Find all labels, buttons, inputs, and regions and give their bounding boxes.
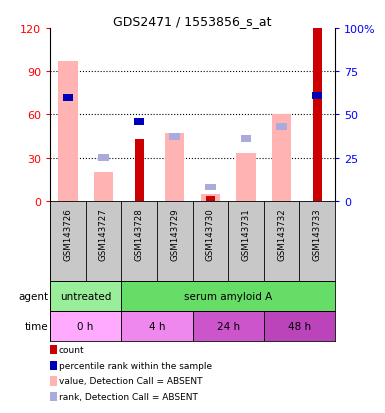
Text: time: time <box>25 322 48 332</box>
Text: 0 h: 0 h <box>77 322 94 332</box>
Text: GSM143732: GSM143732 <box>277 208 286 260</box>
Bar <box>94 173 113 201</box>
Text: serum amyloid A: serum amyloid A <box>184 292 272 301</box>
Text: GSM143726: GSM143726 <box>64 208 72 260</box>
Bar <box>121 312 192 342</box>
Bar <box>134 119 144 126</box>
Bar <box>135 140 144 201</box>
Bar <box>236 154 256 201</box>
Text: GSM143733: GSM143733 <box>313 208 321 260</box>
Text: GSM143727: GSM143727 <box>99 208 108 260</box>
Title: GDS2471 / 1553856_s_at: GDS2471 / 1553856_s_at <box>113 15 272 28</box>
Text: percentile rank within the sample: percentile rank within the sample <box>59 361 212 370</box>
Text: GSM143730: GSM143730 <box>206 208 215 260</box>
Text: GSM143729: GSM143729 <box>170 208 179 260</box>
Bar <box>121 282 335 312</box>
Text: 24 h: 24 h <box>216 322 240 332</box>
Bar <box>165 134 184 201</box>
Text: GSM143731: GSM143731 <box>241 208 250 260</box>
Bar <box>276 124 287 131</box>
Text: 4 h: 4 h <box>149 322 165 332</box>
Text: rank, Detection Call = ABSENT: rank, Detection Call = ABSENT <box>59 392 198 401</box>
Text: GSM143728: GSM143728 <box>135 208 144 260</box>
Bar <box>63 95 73 101</box>
Text: count: count <box>59 345 84 354</box>
Bar <box>50 312 121 342</box>
Bar <box>192 312 264 342</box>
Text: 48 h: 48 h <box>288 322 311 332</box>
Bar <box>272 115 291 201</box>
Text: agent: agent <box>18 292 48 301</box>
Bar <box>313 29 321 201</box>
Bar <box>169 134 180 141</box>
Bar <box>205 184 216 191</box>
Text: untreated: untreated <box>60 292 111 301</box>
Bar <box>206 197 215 201</box>
Text: value, Detection Call = ABSENT: value, Detection Call = ABSENT <box>59 377 202 385</box>
Bar <box>201 194 220 201</box>
Bar <box>264 312 335 342</box>
Bar <box>50 282 121 312</box>
Bar <box>241 136 251 143</box>
Bar <box>58 62 78 201</box>
Bar <box>312 93 322 100</box>
Bar <box>98 155 109 161</box>
